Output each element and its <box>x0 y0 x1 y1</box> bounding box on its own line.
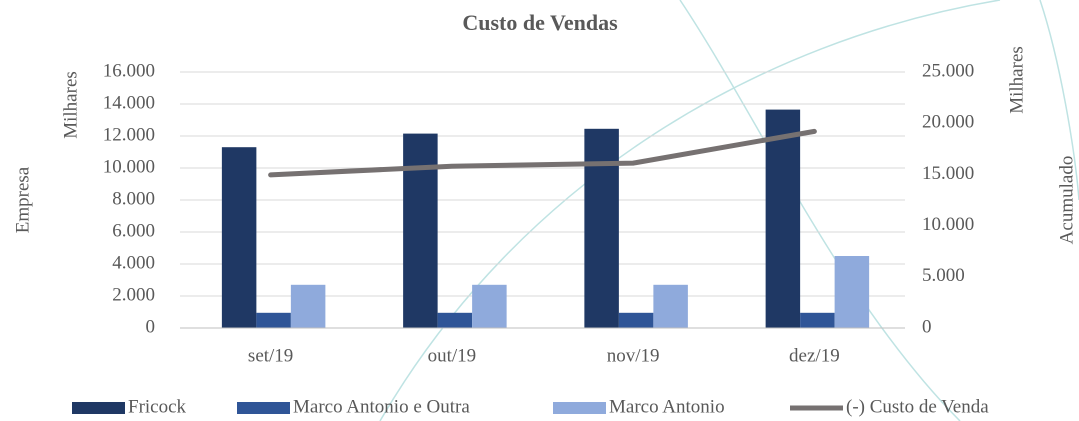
y-tick-label: 16.000 <box>103 60 155 81</box>
x-tick-label: set/19 <box>248 345 293 366</box>
y2-tick-label: 5.000 <box>922 265 965 286</box>
legend-symbol <box>553 402 606 414</box>
chart-title: Custo de Vendas <box>462 10 618 35</box>
y2-tick-label: 25.000 <box>922 60 974 81</box>
x-tick-label: out/19 <box>428 345 477 366</box>
bar <box>290 284 326 328</box>
x-tick-label: nov/19 <box>607 345 660 366</box>
bar <box>437 312 473 328</box>
line-series <box>268 128 817 178</box>
y-tick-label: 8.000 <box>112 188 155 209</box>
y-tick-label: 2.000 <box>112 284 155 305</box>
bar <box>256 312 291 328</box>
y-tick-label: 12.000 <box>103 124 155 145</box>
y-tick-label: 14.000 <box>103 92 155 113</box>
legend-symbol <box>237 402 290 414</box>
bar <box>834 256 870 328</box>
bar <box>584 128 619 328</box>
y2-tick-label: 10.000 <box>922 214 974 235</box>
y-tick-label: 4.000 <box>112 252 155 273</box>
y2-tick-label: 15.000 <box>922 163 974 184</box>
bar <box>800 312 835 328</box>
y-axis-unit: Milhares <box>60 71 81 139</box>
y-tick-label: 10.000 <box>103 156 155 177</box>
y2-axis-unit: Milhares <box>1006 46 1027 114</box>
legend-label: Marco Antonio <box>609 396 725 417</box>
legend-label: Marco Antonio e Outra <box>293 396 470 417</box>
x-tick-label: dez/19 <box>789 345 840 366</box>
bar <box>618 312 654 328</box>
legend-label: (-) Custo de Venda <box>846 396 989 417</box>
y-tick-label: 0 <box>146 316 156 337</box>
y-tick-label: 6.000 <box>112 220 155 241</box>
bar <box>403 133 438 328</box>
y-axis-label: Empresa <box>12 166 33 233</box>
bar <box>472 284 507 328</box>
y2-tick-label: 20.000 <box>922 112 974 133</box>
y2-tick-label: 0 <box>922 316 932 337</box>
y2-axis-label: Acumulado <box>1056 156 1077 245</box>
bar <box>653 284 688 328</box>
bar <box>221 147 257 328</box>
legend-label: Fricock <box>128 396 187 417</box>
bar <box>765 109 801 328</box>
legend-symbol <box>72 402 125 414</box>
